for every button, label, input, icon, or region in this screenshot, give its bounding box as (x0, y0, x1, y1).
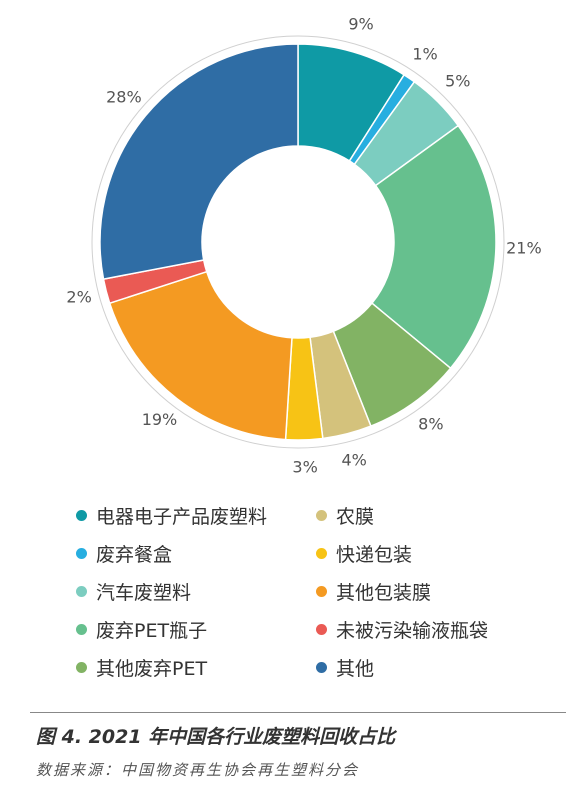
legend-item: 废弃PET瓶子 (70, 614, 310, 644)
slice-label: 9% (348, 14, 373, 33)
legend-label: 农膜 (336, 505, 375, 528)
legend-dot (76, 547, 87, 559)
slice-label: 2% (66, 288, 91, 307)
caption-divider (30, 712, 566, 713)
legend-item: 其他 (310, 652, 540, 682)
legend: 电器电子产品废塑料 农膜 废弃餐盒 快递包装 汽车废塑料 其他包装膜 废弃PET… (70, 500, 540, 682)
slice-label: 28% (106, 87, 142, 106)
legend-label: 电器电子产品废塑料 (96, 505, 268, 528)
legend-dot (76, 623, 87, 635)
figure-caption: 图 4. 2021 年中国各行业废塑料回收占比 (36, 726, 396, 748)
legend-label: 其他包装膜 (336, 581, 432, 604)
legend-label: 快递包装 (336, 543, 413, 566)
legend-item: 电器电子产品废塑料 (70, 500, 310, 530)
donut-slice (370, 124, 497, 370)
slice-label: 19% (142, 410, 178, 429)
slice-label: 4% (342, 450, 367, 469)
legend-dot (76, 585, 87, 597)
legend-dot (316, 547, 327, 559)
slice-labels: 9% 1% 5% 21% 8% 4% 3% 19% 2% 28% (66, 14, 541, 476)
legend-dot (316, 661, 327, 673)
donut-slice (99, 43, 299, 280)
legend-item: 其他废弃PET (70, 652, 310, 682)
slice-label: 5% (445, 72, 470, 91)
legend-dot (316, 509, 327, 521)
legend-dot (76, 661, 87, 673)
slice-label: 21% (506, 239, 542, 258)
legend-item: 农膜 (310, 500, 540, 530)
donut-slices (99, 43, 497, 441)
legend-label: 其他 (336, 657, 375, 680)
legend-label: 其他废弃PET (96, 657, 208, 680)
legend-label: 汽车废塑料 (96, 581, 192, 604)
donut-chart: 9% 1% 5% 21% 8% 4% 3% 19% 2% 28% (66, 14, 541, 476)
donut-slice (108, 270, 293, 441)
legend-item: 未被污染输液瓶袋 (310, 614, 540, 644)
slice-label: 8% (418, 414, 443, 433)
legend-item: 汽车废塑料 (70, 576, 310, 606)
slice-label: 1% (412, 45, 437, 64)
legend-label: 废弃餐盒 (96, 543, 173, 566)
outer-ring (91, 35, 505, 449)
slice-label: 3% (292, 457, 317, 476)
legend-item: 快递包装 (310, 538, 540, 568)
legend-item: 废弃餐盒 (70, 538, 310, 568)
legend-dot (316, 585, 327, 597)
legend-label: 未被污染输液瓶袋 (336, 619, 489, 642)
legend-dot (316, 623, 327, 635)
legend-dot (76, 509, 87, 521)
legend-label: 废弃PET瓶子 (96, 619, 208, 642)
data-source: 数据来源：中国物资再生协会再生塑料分会 (36, 761, 360, 779)
legend-item: 其他包装膜 (310, 576, 540, 606)
